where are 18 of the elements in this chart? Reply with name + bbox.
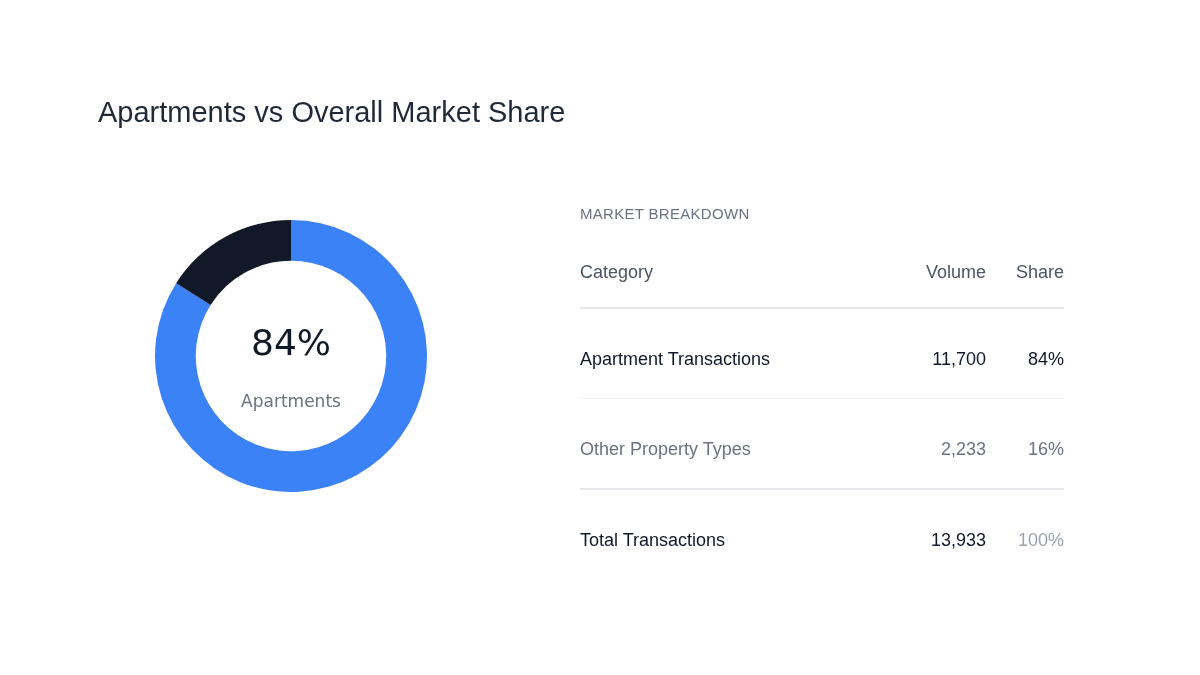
donut-slice xyxy=(155,220,427,492)
text: Volume xyxy=(888,262,986,308)
data-label: 11,700 xyxy=(888,308,986,399)
text: MARKET BREAKDOWN xyxy=(580,205,751,222)
data-label: 13,933 xyxy=(929,529,986,552)
text: Share xyxy=(986,262,1064,308)
category-label: Apartment Transactions xyxy=(580,308,889,399)
donut-slice xyxy=(176,220,291,305)
slice-label: Apartments xyxy=(241,391,342,411)
data-label: 2,233 xyxy=(888,398,986,489)
data-label: 16% xyxy=(986,398,1064,489)
data-label: 100% xyxy=(1016,529,1064,552)
category-label: Other Property Types xyxy=(580,398,889,489)
data-label: 84% xyxy=(250,322,332,363)
chart-title: Apartments vs Overall Market Share xyxy=(98,96,566,129)
text: Category xyxy=(580,262,889,308)
category-label: Total Transactions xyxy=(580,529,727,552)
data-label: 84% xyxy=(986,308,1064,399)
